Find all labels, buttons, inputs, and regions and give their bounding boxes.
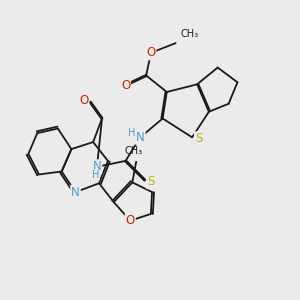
Text: CH₃: CH₃ [124,146,142,157]
Text: N: N [136,131,145,144]
Text: N: N [71,186,80,199]
Text: N: N [93,160,101,173]
Text: S: S [195,132,202,145]
Text: O: O [121,79,130,92]
Text: CH₃: CH₃ [181,29,199,39]
Text: O: O [126,214,135,227]
Text: H: H [128,128,136,138]
Text: H: H [92,170,99,180]
Text: S: S [147,175,155,188]
Text: O: O [79,94,88,107]
Text: O: O [146,46,155,59]
